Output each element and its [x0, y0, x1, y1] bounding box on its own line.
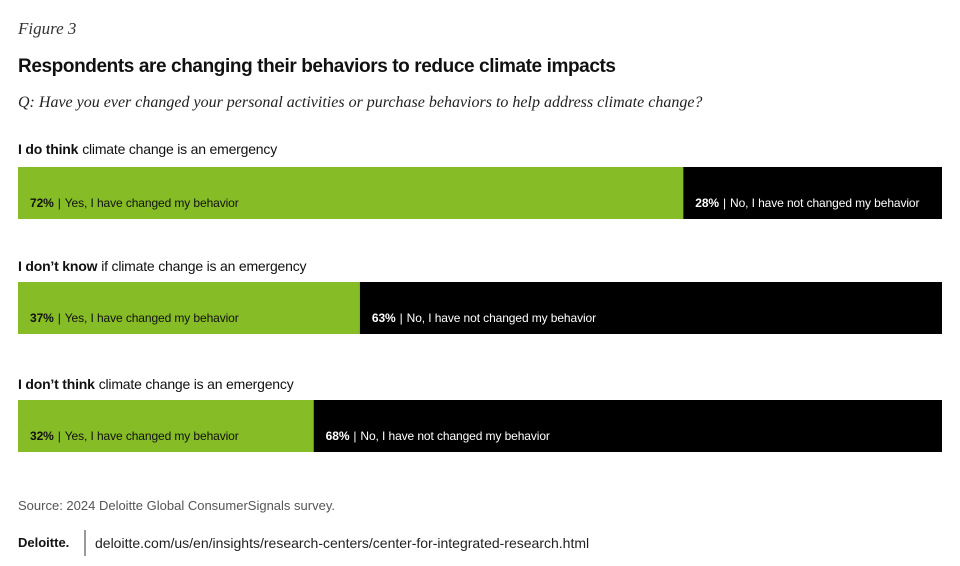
value-label: 37%: [30, 311, 54, 325]
bar-label: 68% | No, I have not changed my behavior: [326, 429, 550, 443]
value-label: 68%: [326, 429, 350, 443]
category-label: I don’t think climate change is an emerge…: [18, 376, 294, 392]
bar-label: 72% | Yes, I have changed my behavior: [30, 196, 239, 210]
category-emphasis: I do think: [18, 141, 79, 157]
category-text: if climate change is an emergency: [101, 258, 306, 274]
category-label: I don’t know if climate change is an emer…: [18, 258, 307, 274]
value-label: 32%: [30, 429, 54, 443]
figure-label: Figure 3: [17, 19, 76, 38]
category-emphasis: I don’t think: [18, 376, 95, 392]
series-name: No, I have not changed my behavior: [360, 429, 549, 443]
value-label: 63%: [372, 311, 396, 325]
series-name: Yes, I have changed my behavior: [65, 196, 239, 210]
category-text: climate change is an emergency: [82, 141, 277, 157]
logo: Deloitte.: [18, 535, 69, 550]
bar-label: 63% | No, I have not changed my behavior: [372, 311, 596, 325]
label-separator: |: [58, 311, 61, 325]
bar-segment: [18, 167, 684, 219]
series-name: Yes, I have changed my behavior: [65, 311, 239, 325]
bar-segment: [313, 400, 942, 452]
chart-title: Respondents are changing their behaviors…: [18, 56, 616, 77]
series-name: No, I have not changed my behavior: [407, 311, 596, 325]
chart-subtitle: Q: Have you ever changed your personal a…: [18, 94, 702, 111]
footer-url: deloitte.com/us/en/insights/research-cen…: [95, 535, 589, 551]
label-separator: |: [58, 196, 61, 210]
bar-segment: [359, 282, 942, 334]
category-emphasis: I don’t know: [18, 258, 98, 274]
value-label: 72%: [30, 196, 54, 210]
label-separator: |: [58, 429, 61, 443]
series-name: No, I have not changed my behavior: [730, 196, 919, 210]
bar-label: 28% | No, I have not changed my behavior: [695, 196, 919, 210]
bar-segment: [18, 282, 360, 334]
category-text: climate change is an emergency: [99, 376, 294, 392]
label-separator: |: [723, 196, 726, 210]
series-name: Yes, I have changed my behavior: [65, 429, 239, 443]
bar-label: 32% | Yes, I have changed my behavior: [30, 429, 239, 443]
label-separator: |: [400, 311, 403, 325]
bar-segment: [18, 400, 314, 452]
source-note: Source: 2024 Deloitte Global ConsumerSig…: [18, 498, 335, 513]
bar-segment: [683, 167, 942, 219]
label-separator: |: [353, 429, 356, 443]
bar-label: 37% | Yes, I have changed my behavior: [30, 311, 239, 325]
category-label: I do think climate change is an emergency: [18, 141, 277, 157]
value-label: 28%: [695, 196, 719, 210]
